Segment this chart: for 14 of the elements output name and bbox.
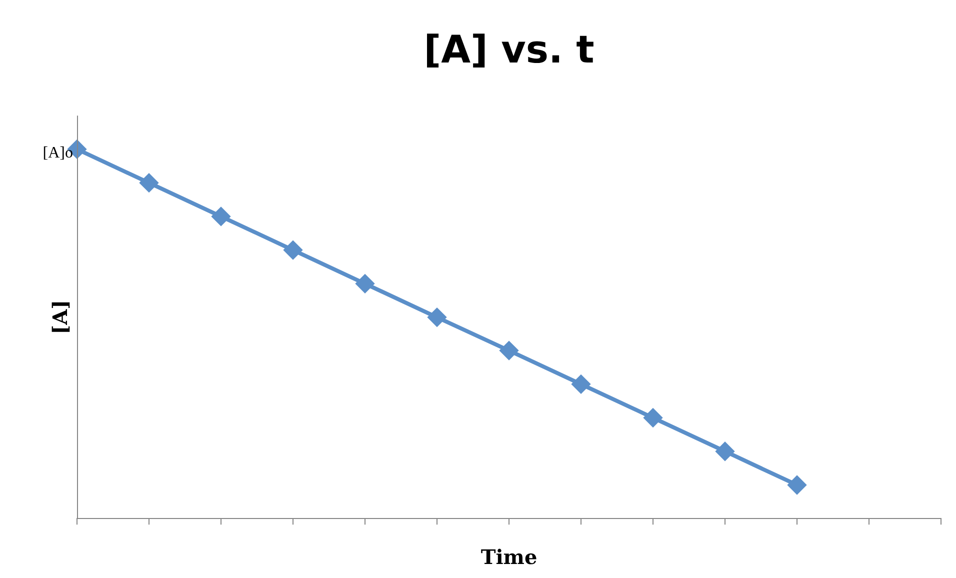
point <box>356 274 374 293</box>
point <box>140 174 158 192</box>
point <box>500 342 518 360</box>
point <box>572 375 590 394</box>
point <box>428 308 446 326</box>
point <box>284 241 302 260</box>
point <box>716 442 734 460</box>
x-axis-title: Time <box>480 545 538 570</box>
y-axis-title: [A] <box>48 300 72 334</box>
point <box>644 408 662 427</box>
chart-title: [A] vs. t <box>424 28 594 72</box>
point <box>212 207 230 226</box>
point <box>788 476 806 494</box>
text: [A]o <box>42 144 73 162</box>
